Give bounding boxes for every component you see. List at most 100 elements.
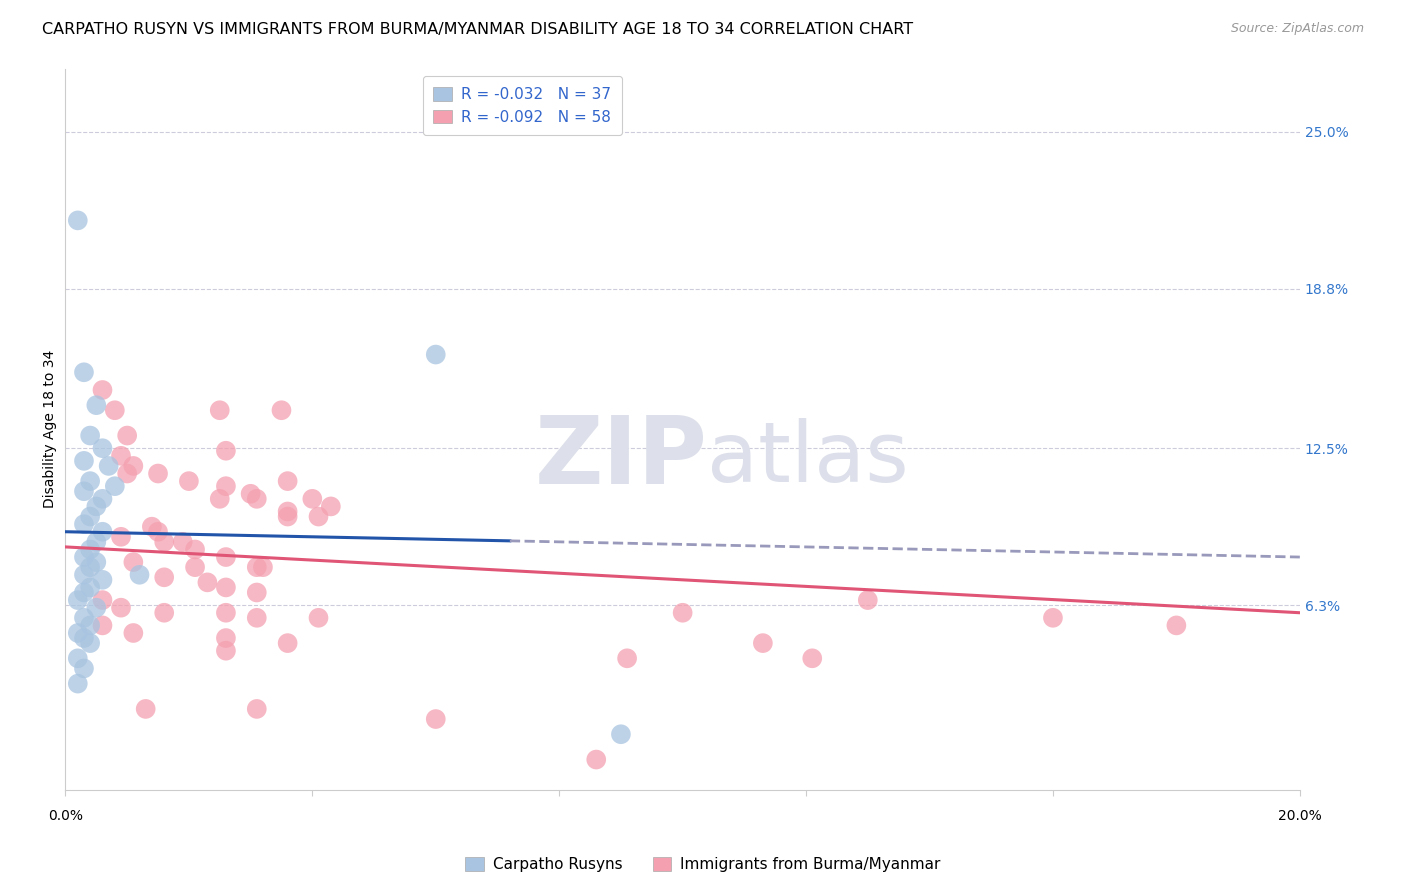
Point [79,581,101,595]
Point [246,560,269,574]
Point [91,573,114,587]
Point [79,542,101,557]
Legend: Carpatho Rusyns, Immigrants from Burma/Myanmar: Carpatho Rusyns, Immigrants from Burma/M… [457,849,949,880]
Point [86,534,108,549]
Point [425,712,447,726]
Point [270,403,292,417]
Point [73,585,96,599]
Point [79,560,101,574]
Point [104,479,127,493]
Point [177,474,200,488]
Point [115,428,138,442]
Point [91,441,114,455]
Text: 0.0%: 0.0% [48,809,83,823]
Point [79,618,101,632]
Text: atlas: atlas [707,417,910,499]
Point [110,449,132,463]
Point [215,643,238,657]
Point [73,661,96,675]
Point [66,593,89,607]
Point [246,585,269,599]
Point [215,606,238,620]
Point [141,519,163,533]
Point [91,593,114,607]
Point [277,474,299,488]
Point [79,428,101,442]
Point [135,702,157,716]
Point [86,600,108,615]
Point [79,474,101,488]
Point [277,504,299,518]
Point [97,458,120,473]
Text: 20.0%: 20.0% [1278,809,1322,823]
Point [73,484,96,499]
Point [122,626,145,640]
Point [153,534,176,549]
Point [73,365,96,379]
Point [79,636,101,650]
Point [246,611,269,625]
Point [308,611,330,625]
Point [122,458,145,473]
Point [73,549,96,564]
Point [91,524,114,539]
Text: ZIP: ZIP [534,412,707,504]
Point [308,509,330,524]
Point [91,491,114,506]
Point [215,479,238,493]
Point [301,491,323,506]
Point [91,618,114,632]
Point [277,509,299,524]
Point [246,702,269,716]
Point [86,500,108,514]
Point [215,631,238,645]
Point [86,398,108,412]
Point [239,487,262,501]
Point [115,467,138,481]
Point [208,403,231,417]
Point [66,626,89,640]
Point [184,560,207,574]
Point [153,606,176,620]
Point [110,600,132,615]
Point [184,542,207,557]
Point [122,555,145,569]
Point [1166,618,1188,632]
Point [801,651,824,665]
Point [172,534,194,549]
Point [197,575,219,590]
Point [215,443,238,458]
Point [73,611,96,625]
Legend: R = -0.032   N = 37, R = -0.092   N = 58: R = -0.032 N = 37, R = -0.092 N = 58 [423,76,621,136]
Point [153,570,176,584]
Point [73,454,96,468]
Point [856,593,879,607]
Point [79,509,101,524]
Point [86,555,108,569]
Y-axis label: Disability Age 18 to 34: Disability Age 18 to 34 [44,350,58,508]
Point [252,560,274,574]
Point [585,753,607,767]
Point [425,347,447,361]
Point [672,606,695,620]
Text: Source: ZipAtlas.com: Source: ZipAtlas.com [1230,22,1364,36]
Point [146,524,169,539]
Point [73,517,96,532]
Point [1042,611,1064,625]
Point [73,631,96,645]
Point [66,651,89,665]
Point [104,403,127,417]
Point [277,636,299,650]
Point [752,636,775,650]
Point [215,549,238,564]
Point [610,727,633,741]
Point [128,567,150,582]
Point [91,383,114,397]
Point [66,676,89,690]
Text: CARPATHO RUSYN VS IMMIGRANTS FROM BURMA/MYANMAR DISABILITY AGE 18 TO 34 CORRELAT: CARPATHO RUSYN VS IMMIGRANTS FROM BURMA/… [42,22,914,37]
Point [73,567,96,582]
Point [66,213,89,227]
Point [215,581,238,595]
Point [246,491,269,506]
Point [208,491,231,506]
